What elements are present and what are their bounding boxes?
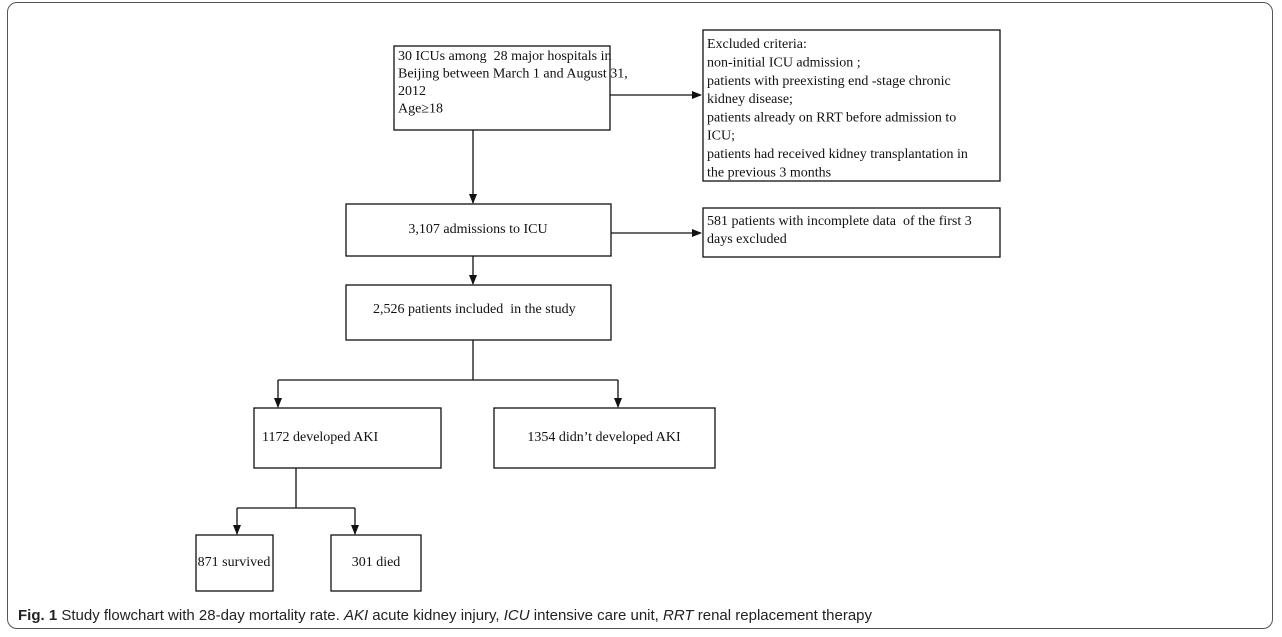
- node-text: 3,107 admissions to ICU: [408, 222, 547, 237]
- caption-part: Study flowchart with 28-day mortality ra…: [57, 607, 344, 624]
- node-text: 1172 developed AKI: [262, 430, 378, 445]
- node-text: 1354 didn’t developed AKI: [527, 430, 681, 445]
- caption-part: RRT: [663, 607, 694, 624]
- node-text: 30 ICUs among 28 major hospitals in: [398, 49, 612, 64]
- node-text: 871 survived: [198, 555, 271, 570]
- node-text: patients already on RRT before admission…: [707, 110, 956, 125]
- box-source: [393, 45, 611, 131]
- node-text: Excluded criteria:: [707, 37, 807, 52]
- node-text: kidney disease;: [707, 92, 793, 107]
- node-text: Beijing between March 1 and August 31,: [398, 67, 628, 82]
- node-text: days excluded: [707, 232, 787, 247]
- caption-part: renal replacement therapy: [693, 607, 873, 624]
- node-text: Age≥18: [398, 102, 443, 117]
- node-text: non-initial ICU admission ;: [707, 56, 861, 71]
- figure-frame: [7, 2, 1273, 629]
- caption-part: Fig. 1: [18, 607, 58, 624]
- box-aki: [253, 407, 442, 469]
- node-text: patients had received kidney transplanta…: [707, 147, 968, 162]
- caption-part: acute kidney injury,: [368, 607, 504, 624]
- box-no-aki: [493, 407, 716, 469]
- node-text: the previous 3 months: [707, 165, 831, 180]
- box-incomplete: [702, 207, 1001, 258]
- caption-part: ICU: [503, 607, 530, 624]
- caption-part: intensive care unit,: [529, 607, 664, 624]
- node-text: ICU;: [707, 129, 735, 144]
- box-admissions: [345, 203, 612, 257]
- caption-part: AKI: [343, 607, 369, 624]
- node-text: patients with preexisting end -stage chr…: [707, 74, 951, 89]
- node-text: 581 patients with incomplete data of the…: [707, 214, 972, 229]
- box-included: [345, 284, 612, 341]
- node-text: 2,526 patients included in the study: [373, 302, 576, 317]
- box-excluded: [702, 29, 1001, 182]
- box-died: [330, 534, 422, 592]
- caption: Fig. 1 Study flowchart with 28-day morta…: [18, 607, 872, 624]
- node-text: 2012: [398, 84, 426, 99]
- box-survived: [195, 534, 274, 592]
- node-text: 301 died: [352, 555, 401, 570]
